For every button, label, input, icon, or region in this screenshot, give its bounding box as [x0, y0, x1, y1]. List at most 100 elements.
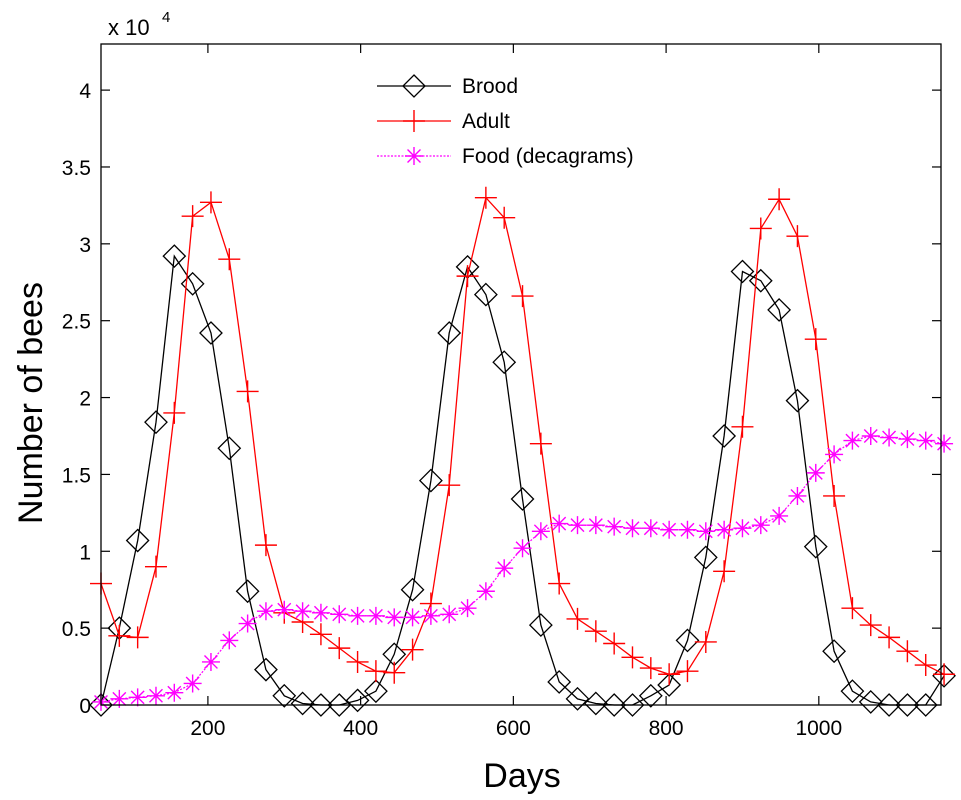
data-point: [933, 663, 956, 686]
series-line: [100, 254, 945, 706]
legend-label: Brood: [462, 75, 518, 98]
series-2: [92, 426, 954, 711]
x-tick-label: 600: [496, 717, 531, 740]
data-point: [401, 638, 424, 661]
axes-frame: [100, 43, 942, 706]
data-point: [676, 660, 699, 683]
data-point: [880, 428, 899, 447]
data-point: [183, 674, 202, 693]
data-point: [513, 539, 532, 558]
data-point: [623, 519, 642, 538]
data-point: [473, 282, 498, 307]
y-tick-label: 0.5: [62, 618, 91, 641]
data-point: [877, 693, 901, 717]
legend-label: Food (decagrams): [462, 145, 634, 168]
y-tick-label: 4: [79, 80, 91, 103]
data-point: [878, 626, 901, 649]
data-point: [898, 430, 917, 449]
series-layer: [89, 186, 956, 717]
data-point: [363, 679, 388, 704]
y-exponent-power: 4: [162, 9, 170, 26]
y-tick-label: 2.5: [62, 311, 91, 334]
data-point: [385, 608, 404, 627]
data-point: [165, 683, 184, 702]
data-point: [861, 426, 880, 445]
data-point: [437, 321, 462, 345]
data-point: [403, 608, 422, 627]
data-point: [584, 620, 607, 643]
data-point: [236, 380, 259, 403]
x-tick-label: 1000: [795, 717, 842, 740]
data-point: [641, 519, 660, 538]
data-point: [144, 410, 168, 435]
data-point: [220, 631, 239, 650]
data-point: [492, 350, 517, 375]
data-point: [309, 693, 333, 717]
x-axis-label: Days: [483, 757, 560, 795]
x-tick-label: 400: [343, 717, 378, 740]
data-point: [767, 298, 792, 322]
data-point: [162, 244, 187, 269]
data-point: [858, 690, 883, 714]
data-point: [163, 401, 186, 424]
data-point: [896, 640, 919, 663]
data-point: [935, 434, 954, 453]
data-point: [346, 650, 369, 673]
plot-area: [101, 44, 941, 705]
data-point: [657, 673, 682, 697]
data-point: [254, 534, 277, 557]
data-point: [254, 657, 278, 682]
data-point: [421, 606, 440, 625]
data-point: [823, 484, 846, 507]
data-point: [328, 637, 351, 660]
data-point: [510, 487, 535, 511]
data-point: [733, 519, 752, 538]
data-point: [715, 520, 734, 539]
data-point: [330, 605, 349, 624]
data-point: [128, 688, 147, 707]
y-tick-label: 3: [79, 234, 91, 257]
data-point: [181, 205, 204, 228]
data-point: [146, 686, 165, 705]
data-point: [638, 683, 663, 708]
data-point: [218, 248, 241, 271]
data-point: [550, 514, 569, 533]
data-point: [620, 693, 645, 717]
data-point: [841, 597, 864, 620]
y-axis-label: Number of bees: [12, 282, 50, 524]
data-point: [217, 436, 242, 461]
data-point: [476, 582, 495, 601]
legend-marker: [405, 147, 423, 165]
data-point: [605, 517, 624, 536]
data-point: [678, 520, 697, 539]
data-point: [309, 623, 332, 646]
data-point: [749, 217, 772, 240]
data-point: [565, 686, 590, 711]
y-tick-label: 2: [79, 388, 91, 411]
data-point: [458, 599, 477, 618]
data-point: [639, 657, 662, 680]
data-point: [456, 265, 479, 288]
data-point: [199, 321, 223, 345]
data-point: [235, 579, 260, 604]
legend: Brood Adult Food (decagrams): [377, 74, 634, 168]
data-point: [272, 683, 297, 708]
data-point: [586, 516, 605, 535]
data-point: [859, 614, 882, 637]
data-point: [327, 693, 352, 717]
data-point: [696, 522, 715, 541]
data-point: [311, 603, 330, 622]
data-point: [201, 652, 220, 671]
data-point: [529, 432, 552, 455]
data-point: [493, 206, 516, 229]
y-tick-label: 3.5: [62, 157, 91, 180]
data-point: [364, 660, 387, 683]
data-point: [531, 522, 550, 541]
x-tick-label: 200: [190, 717, 225, 740]
data-point: [144, 555, 167, 578]
data-point: [785, 388, 810, 413]
series-line: [100, 435, 945, 703]
legend-marker: [403, 110, 425, 132]
data-point: [345, 688, 370, 713]
